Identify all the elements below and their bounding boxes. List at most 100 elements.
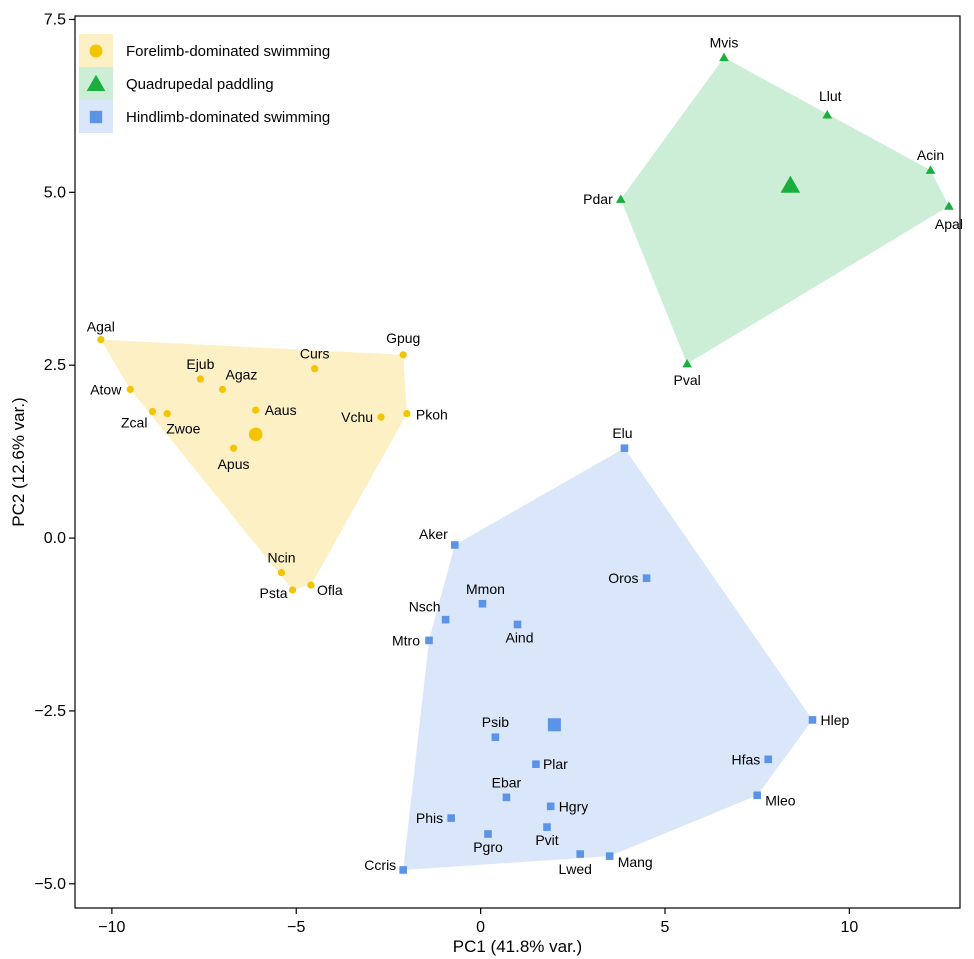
x-axis-label: PC1 (41.8% var.) xyxy=(453,937,582,956)
point-mang xyxy=(605,852,614,860)
point-label-psta: Psta xyxy=(260,585,288,601)
legend-marker-0 xyxy=(89,44,103,58)
centroid-0 xyxy=(248,427,263,442)
y-tick-label: 7.5 xyxy=(44,11,66,28)
point-pkoh xyxy=(403,409,411,418)
point-llut xyxy=(822,110,833,119)
point-label-pdar: Pdar xyxy=(583,191,613,207)
point-ccris xyxy=(399,866,407,874)
hull-1 xyxy=(620,57,949,364)
point-curs xyxy=(311,365,319,373)
data-points: Agal Atow Zcal Zwoe Ejub Agaz Aaus Apus Curs Gpug… xyxy=(87,34,963,877)
point-label-oros: Oros xyxy=(608,570,638,586)
point-label-mtro: Mtro xyxy=(392,632,420,648)
point-label-mang: Mang xyxy=(618,854,653,870)
y-axis-label: PC2 (12.6% var.) xyxy=(9,397,28,526)
axes: −10 −5 0 5 10 −5.0 −2.5 0.0 2.5 5.0 7.5 xyxy=(34,11,961,936)
point-label-mmon: Mmon xyxy=(466,581,505,597)
point-pvit xyxy=(543,823,551,831)
point-label-aaus: Aaus xyxy=(265,402,297,418)
point-label-pgro: Pgro xyxy=(473,839,503,855)
point-label-psib: Psib xyxy=(482,714,509,730)
centroid-1 xyxy=(780,175,801,193)
legend-item-0: Forelimb-dominated swimming xyxy=(79,34,330,67)
point-label-mvis: Mvis xyxy=(710,34,739,50)
point-label-nsch: Nsch xyxy=(409,599,441,615)
series-2: Elu Aker Oros Mmon Nsch Aind Mtro Hlep Psib Hfas P… xyxy=(364,425,849,877)
point-label-acin: Acin xyxy=(917,147,944,163)
point-label-zwoe: Zwoe xyxy=(166,421,200,437)
legend-item-1: Quadrupedal paddling xyxy=(79,67,274,100)
point-label-llut: Llut xyxy=(819,88,842,104)
legend: Forelimb-dominated swimming Quadrupedal p… xyxy=(79,34,330,133)
x-tick-label: −10 xyxy=(98,919,125,936)
point-label-apus: Apus xyxy=(218,456,250,472)
point-label-curs: Curs xyxy=(300,346,330,362)
series-0: Agal Atow Zcal Zwoe Ejub Agaz Aaus Apus Curs Gpug… xyxy=(87,319,448,601)
point-apal xyxy=(944,201,954,210)
centroid-2 xyxy=(547,718,561,732)
point-phis xyxy=(447,814,455,822)
point-ejub xyxy=(196,375,204,383)
point-label-phis: Phis xyxy=(416,810,443,826)
hull-2 xyxy=(403,448,813,870)
plot-frame xyxy=(74,15,961,909)
series-1: Mvis Llut Acin Apal Pdar Pval xyxy=(583,34,963,387)
point-label-pkoh: Pkoh xyxy=(416,407,448,423)
point-label-pval: Pval xyxy=(674,372,701,388)
legend-marker-1 xyxy=(86,74,106,91)
point-label-vchu: Vchu xyxy=(341,409,373,425)
point-psta xyxy=(288,586,297,594)
point-plar xyxy=(532,760,540,768)
point-label-aind: Aind xyxy=(505,629,533,645)
point-label-hfas: Hfas xyxy=(731,751,760,767)
x-tick-label: 0 xyxy=(476,919,485,936)
x-tick-label: 10 xyxy=(840,919,858,936)
point-mleo xyxy=(753,791,761,800)
point-label-aker: Aker xyxy=(419,526,448,542)
point-label-zcal: Zcal xyxy=(121,415,147,431)
point-mtro xyxy=(425,636,433,645)
point-mmon xyxy=(478,599,487,608)
point-elu xyxy=(620,444,629,452)
point-label-hgry: Hgry xyxy=(559,798,589,814)
point-label-ebar: Ebar xyxy=(492,774,522,790)
point-label-pvit: Pvit xyxy=(535,832,558,848)
point-agal xyxy=(97,336,105,344)
point-hfas xyxy=(764,755,773,764)
point-oros xyxy=(642,574,651,582)
point-nsch xyxy=(441,615,450,624)
point-pdar xyxy=(615,194,626,203)
x-tick-label: −5 xyxy=(287,919,305,936)
y-tick-label: 5.0 xyxy=(44,184,66,201)
point-ncin xyxy=(277,569,286,577)
point-label-elu: Elu xyxy=(612,425,632,441)
point-aaus xyxy=(252,406,260,414)
point-label-ccris: Ccris xyxy=(364,857,396,873)
point-ebar xyxy=(502,793,511,802)
y-tick-label: 0.0 xyxy=(44,530,66,547)
group-hulls xyxy=(100,57,949,870)
point-psib xyxy=(491,733,500,742)
point-label-mleo: Mleo xyxy=(765,792,796,808)
point-aind xyxy=(513,620,522,629)
x-tick-label: 5 xyxy=(661,919,670,936)
point-pval xyxy=(682,358,692,368)
point-label-ejub: Ejub xyxy=(186,356,214,372)
point-hgry xyxy=(546,802,555,811)
point-label-agal: Agal xyxy=(87,319,115,335)
legend-label-1: Quadrupedal paddling xyxy=(126,76,274,93)
point-label-hlep: Hlep xyxy=(821,712,850,728)
y-tick-label: −5.0 xyxy=(34,876,66,893)
point-label-apal: Apal xyxy=(935,216,963,232)
point-label-atow: Atow xyxy=(90,381,122,397)
point-zwoe xyxy=(163,409,171,418)
point-label-ofla: Ofla xyxy=(317,582,343,598)
point-apus xyxy=(229,444,238,452)
point-label-plar: Plar xyxy=(543,756,568,772)
legend-label-2: Hindlimb-dominated swimming xyxy=(126,109,330,126)
point-pgro xyxy=(484,830,492,838)
point-hlep xyxy=(808,716,817,724)
point-mvis xyxy=(719,52,729,62)
legend-item-2: Hindlimb-dominated swimming xyxy=(79,100,330,133)
